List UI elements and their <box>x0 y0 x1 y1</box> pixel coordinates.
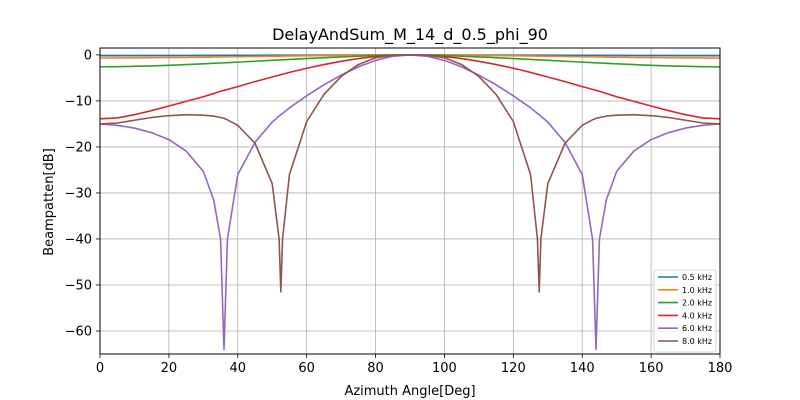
y-tick-label: −30 <box>65 186 92 201</box>
x-tick-label: 0 <box>96 361 104 376</box>
legend-label: 4.0 kHz <box>682 311 712 320</box>
chart-title: DelayAndSum_M_14_d_0.5_phi_90 <box>272 25 548 45</box>
x-tick-label: 160 <box>639 361 664 376</box>
x-tick-label: 180 <box>708 361 733 376</box>
y-tick-label: −20 <box>65 140 92 155</box>
x-tick-label: 80 <box>367 361 384 376</box>
axis-ticks: 0 20 40 60 80 100 120 140 160 180 0 −10 −20 −30 −40 −50… <box>65 48 733 376</box>
legend-label: 2.0 kHz <box>682 299 712 308</box>
x-tick-label: 100 <box>432 361 457 376</box>
legend-label: 8.0 kHz <box>682 337 712 346</box>
plot-lines <box>99 54 721 351</box>
plot-frame <box>99 47 721 355</box>
x-tick-label: 60 <box>298 361 315 376</box>
y-tick-label: −10 <box>65 94 92 109</box>
legend-label: 1.0 kHz <box>682 286 712 295</box>
x-tick-label: 140 <box>570 361 595 376</box>
y-tick-label: −50 <box>65 278 92 293</box>
y-tick-label: −40 <box>65 232 92 247</box>
legend-label: 0.5 kHz <box>682 273 712 282</box>
legend-label: 6.0 kHz <box>682 324 712 333</box>
x-tick-label: 120 <box>501 361 526 376</box>
legend: 0.5 kHz 1.0 kHz 2.0 kHz 4.0 kHz 6.0 kHz 8.0 k… <box>653 269 717 353</box>
x-tick-label: 20 <box>161 361 178 376</box>
series-line-8-0-khz <box>99 54 721 293</box>
x-axis-label: Azimuth Angle[Deg] <box>344 384 475 399</box>
x-tick-label: 40 <box>230 361 247 376</box>
y-tick-label: 0 <box>84 48 92 63</box>
y-axis-label: Beampatten[dB] <box>42 148 57 256</box>
y-tick-label: −60 <box>65 324 92 339</box>
